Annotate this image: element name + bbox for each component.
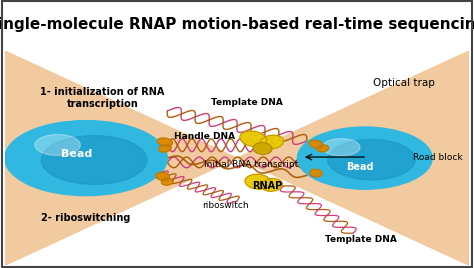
Polygon shape	[5, 51, 237, 265]
Text: 2- riboswitching: 2- riboswitching	[41, 213, 131, 223]
Ellipse shape	[240, 131, 267, 147]
Text: Road block: Road block	[413, 152, 462, 162]
Text: Bead: Bead	[346, 162, 374, 172]
Circle shape	[322, 139, 360, 156]
Ellipse shape	[245, 174, 271, 189]
Text: Template DNA: Template DNA	[325, 235, 397, 244]
Ellipse shape	[317, 145, 328, 152]
Ellipse shape	[156, 172, 169, 180]
Text: 1- initialization of RNA
transcription: 1- initialization of RNA transcription	[40, 87, 164, 109]
Circle shape	[41, 136, 147, 184]
Text: Handle DNA: Handle DNA	[174, 132, 236, 141]
Ellipse shape	[309, 140, 323, 148]
Text: Template DNA: Template DNA	[211, 98, 283, 107]
Ellipse shape	[157, 138, 173, 146]
Text: Bead: Bead	[61, 149, 92, 159]
Circle shape	[5, 121, 167, 196]
Text: Optical trap: Optical trap	[374, 78, 435, 88]
Circle shape	[35, 135, 80, 155]
Ellipse shape	[253, 143, 272, 154]
Ellipse shape	[159, 145, 171, 152]
Circle shape	[328, 139, 415, 180]
Ellipse shape	[162, 178, 173, 185]
Ellipse shape	[261, 178, 283, 191]
Text: RNAP: RNAP	[252, 181, 283, 191]
Polygon shape	[237, 51, 469, 265]
Text: Initial RNA transcript: Initial RNA transcript	[204, 160, 299, 169]
Ellipse shape	[260, 135, 284, 149]
Circle shape	[297, 127, 432, 189]
Text: riboswitch: riboswitch	[202, 201, 249, 210]
Ellipse shape	[310, 169, 322, 177]
Text: Single-molecule RNAP motion-based real-time sequencing: Single-molecule RNAP motion-based real-t…	[0, 17, 474, 32]
